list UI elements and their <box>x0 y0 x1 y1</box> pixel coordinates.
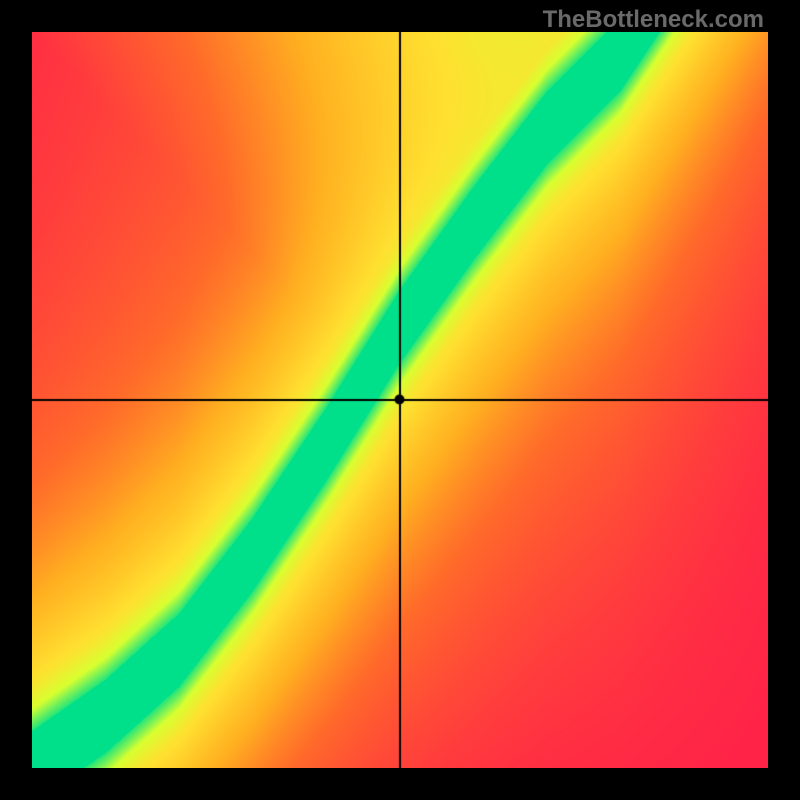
bottleneck-heatmap <box>32 32 768 768</box>
watermark-text: TheBottleneck.com <box>543 6 764 34</box>
chart-container: TheBottleneck.com <box>0 0 800 800</box>
